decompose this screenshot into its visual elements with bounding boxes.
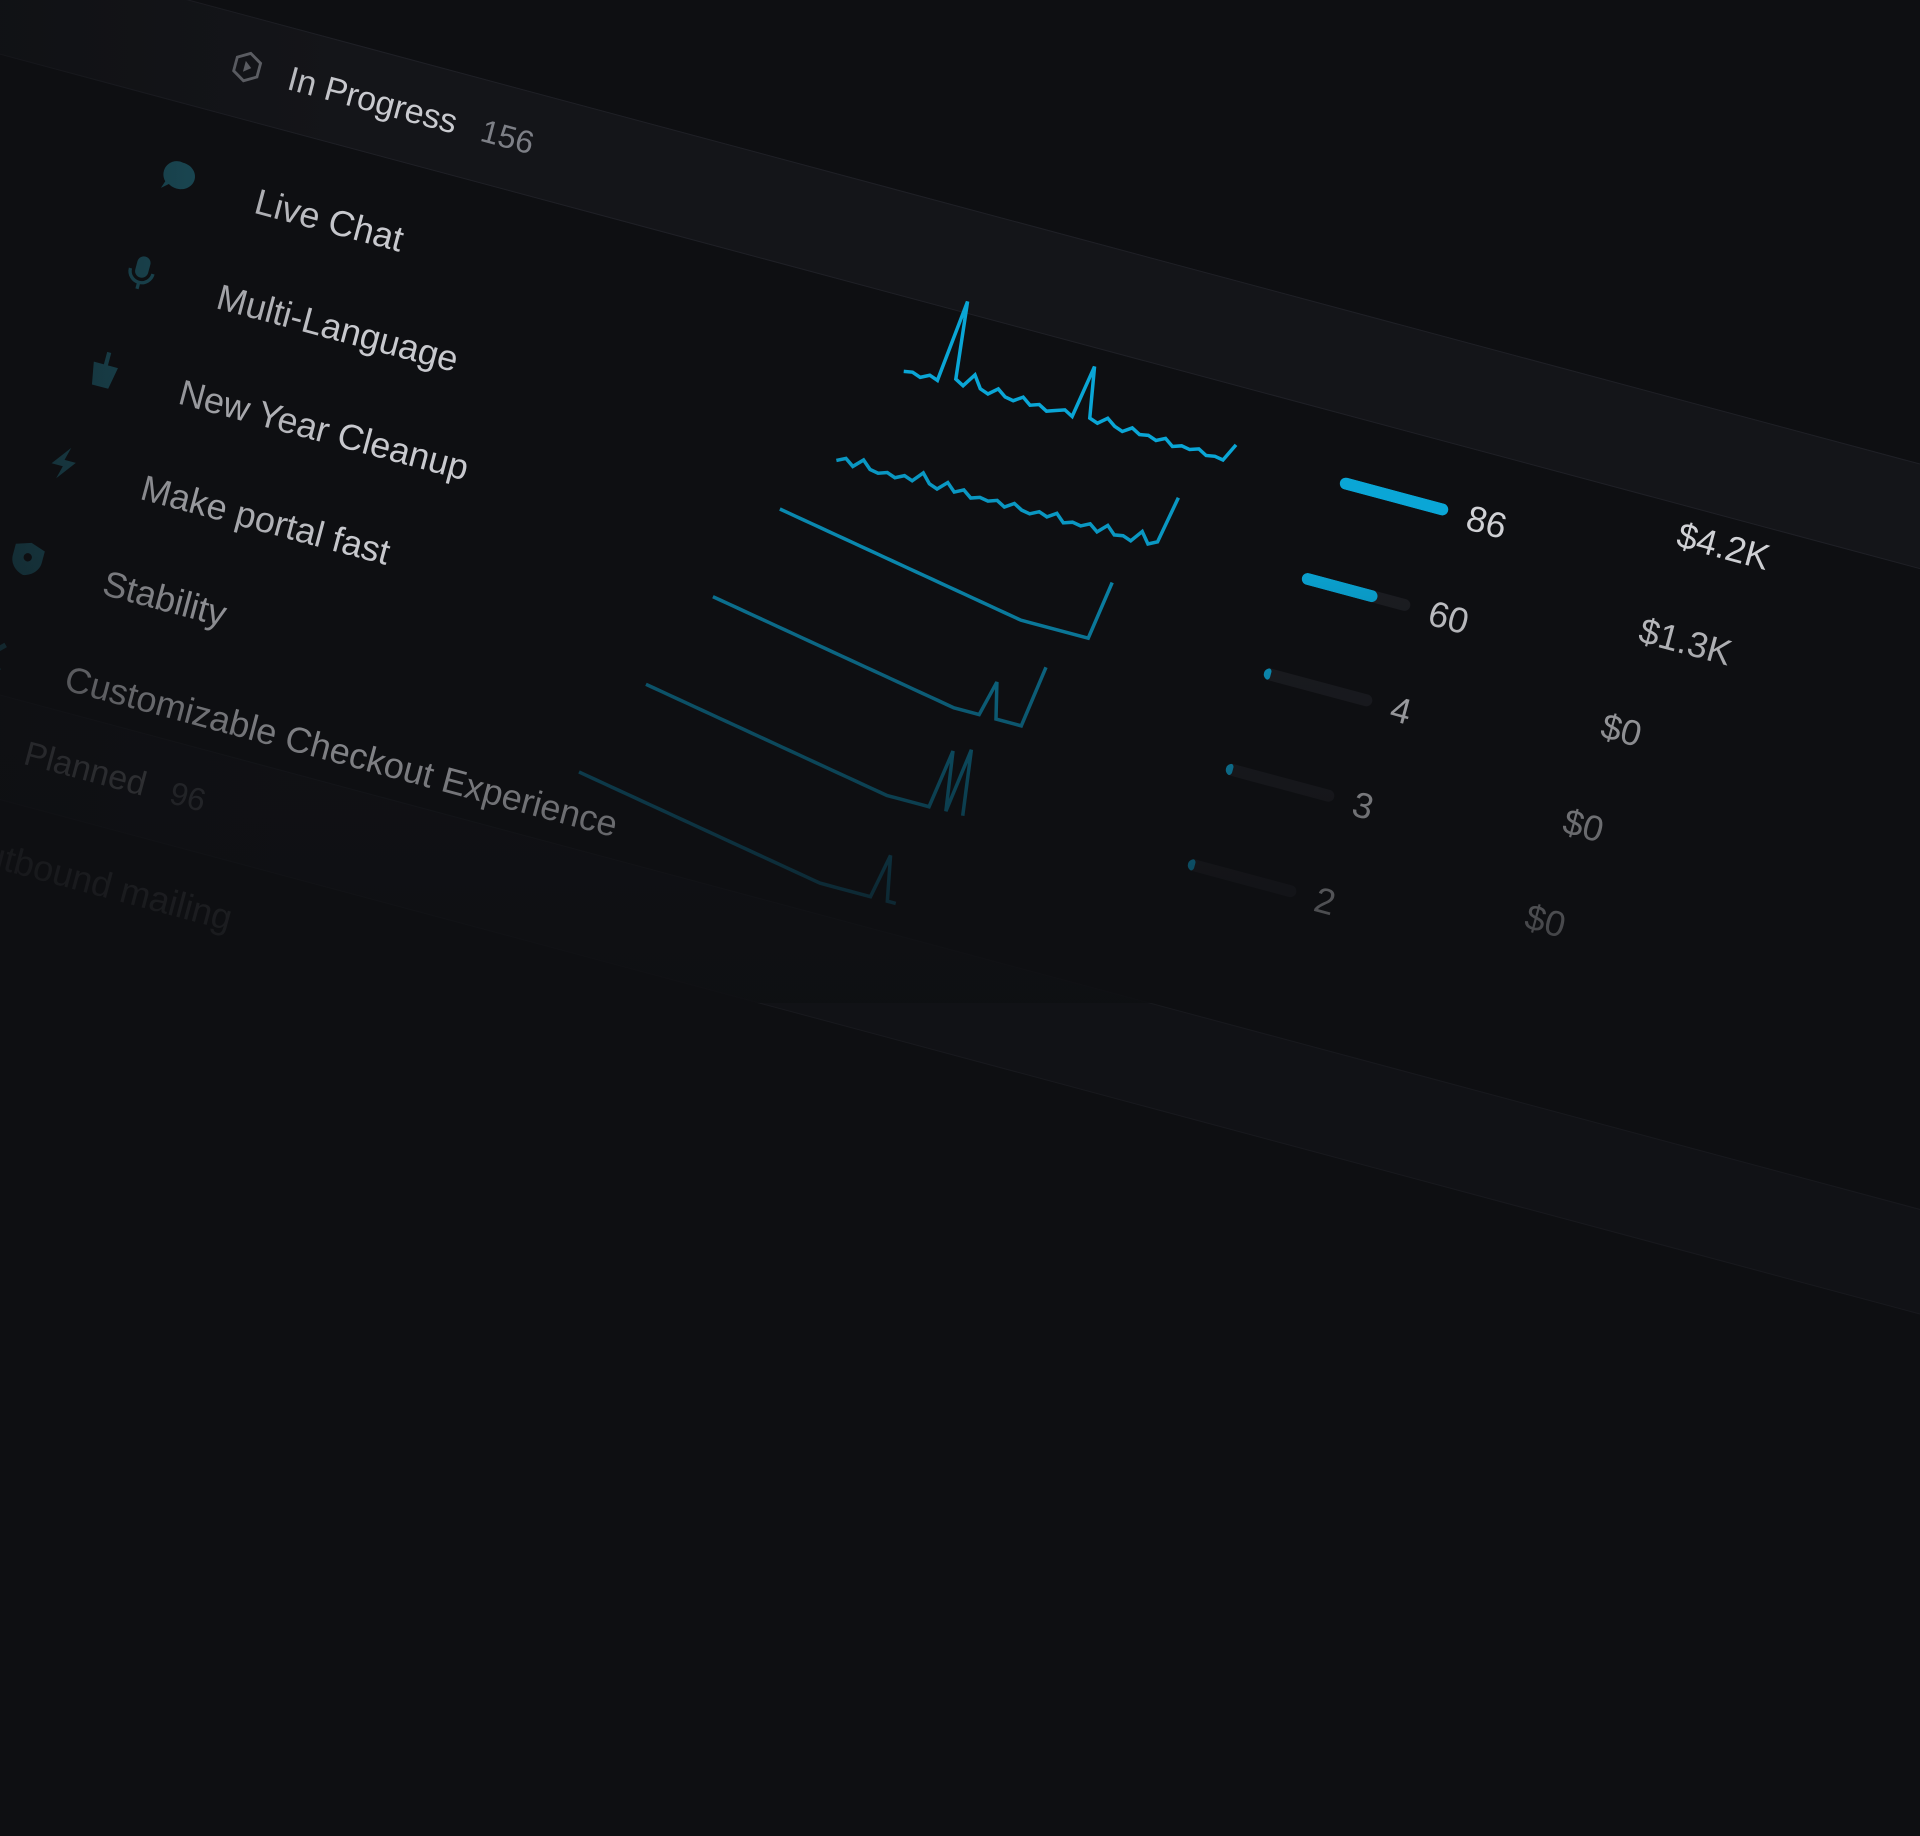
request-count: 4: [1386, 687, 1416, 733]
request-count: 86: [1462, 496, 1512, 547]
request-count: 3: [1348, 783, 1379, 828]
row-label: Live Chat: [250, 180, 409, 260]
microphone-icon: [128, 256, 155, 290]
progress-fill: [1186, 857, 1197, 872]
broom-icon: [91, 351, 118, 389]
row-label: Stability: [98, 562, 232, 635]
progress-bar: [1262, 667, 1374, 708]
progress-fill: [1262, 667, 1273, 681]
progress-fill: [1224, 762, 1235, 776]
tools-icon: [0, 636, 7, 672]
in-progress-hexagon-icon: [232, 51, 263, 83]
progress-fill: [1338, 476, 1450, 517]
progress-bar: [1338, 476, 1450, 517]
shield-icon: [12, 542, 45, 576]
progress-bar: [1224, 762, 1336, 804]
progress-bar: [1300, 571, 1412, 613]
request-count: 2: [1310, 878, 1341, 924]
request-count: 60: [1424, 592, 1474, 643]
group-label: In Progress: [283, 59, 462, 142]
planned-hexagon-icon: [0, 721, 4, 763]
progress-bar: [1186, 857, 1298, 899]
lightning-icon: [51, 447, 76, 479]
chat-bubble-icon: [160, 161, 195, 190]
group-count: 156: [477, 112, 539, 161]
progress-fill: [1300, 571, 1380, 604]
group-label: Planned: [20, 734, 151, 804]
